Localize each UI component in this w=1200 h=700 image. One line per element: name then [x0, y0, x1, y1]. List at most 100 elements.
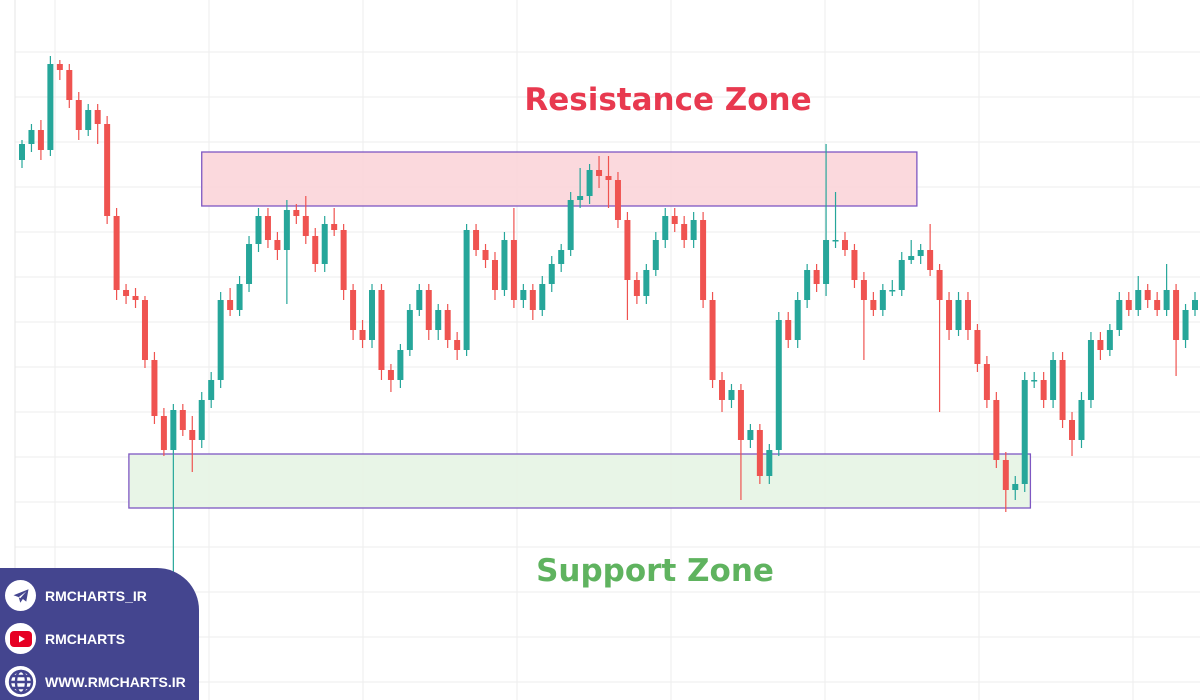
candle	[312, 228, 319, 272]
candle-body	[47, 64, 54, 150]
candle-body	[567, 200, 574, 250]
candle-body	[917, 250, 924, 256]
candle-body	[397, 350, 404, 380]
candle-body	[813, 270, 820, 284]
candle-body	[1097, 340, 1104, 350]
candle	[577, 168, 584, 208]
candle-body	[75, 100, 82, 130]
candle	[889, 280, 896, 296]
candle-body	[794, 300, 801, 340]
candle-body	[851, 250, 858, 280]
candle	[719, 372, 726, 412]
website-link[interactable]: WWW.RMCHARTS.IR	[5, 666, 186, 697]
candle-body	[1012, 484, 1019, 490]
candle-body	[1002, 460, 1009, 490]
candle	[160, 408, 167, 456]
candle-body	[425, 290, 432, 330]
candle	[28, 124, 35, 152]
candle-body	[596, 170, 603, 176]
candle	[785, 312, 792, 348]
candle-body	[747, 430, 754, 440]
candle	[1012, 476, 1019, 500]
candle-body	[936, 270, 943, 300]
candle	[794, 292, 801, 348]
candle-body	[208, 380, 215, 400]
candle-body	[1173, 290, 1180, 340]
candle-body	[737, 390, 744, 440]
candle	[255, 208, 262, 252]
candle	[132, 288, 139, 308]
candle	[1173, 284, 1180, 376]
candle-body	[85, 110, 92, 130]
candle-body	[529, 290, 536, 310]
candle	[359, 320, 366, 348]
candle	[397, 344, 404, 388]
candle-body	[454, 340, 461, 350]
candle	[510, 208, 517, 308]
candle-body	[539, 284, 546, 310]
candle	[1040, 372, 1047, 408]
candle	[851, 244, 858, 288]
candle-body	[1144, 290, 1151, 300]
zones	[128, 151, 1032, 509]
candles	[19, 56, 1198, 648]
youtube-link[interactable]: RMCHARTS	[5, 623, 125, 654]
candle	[321, 216, 328, 272]
candle-body	[614, 180, 621, 220]
candle	[1087, 332, 1094, 408]
candle-body	[359, 330, 366, 340]
candle	[179, 404, 186, 436]
candle-body	[293, 210, 300, 216]
candle-body	[37, 130, 44, 150]
candle-body	[823, 240, 830, 284]
candle-body	[236, 284, 243, 310]
candle	[700, 212, 707, 308]
candle	[94, 104, 101, 144]
candle-body	[473, 230, 480, 250]
telegram-link[interactable]: RMCHARTS_IR	[5, 580, 147, 611]
candle	[302, 196, 309, 244]
candle	[813, 264, 820, 292]
candle	[246, 236, 253, 292]
candle	[1106, 324, 1113, 356]
candle-body	[709, 300, 716, 380]
candle-body	[302, 216, 309, 236]
candle-body	[160, 416, 167, 450]
candle-body	[387, 370, 394, 380]
candle	[728, 384, 735, 408]
candle-body	[246, 244, 253, 284]
candle	[416, 284, 423, 316]
candle	[425, 284, 432, 340]
candle	[406, 304, 413, 356]
candle-body	[1125, 300, 1132, 310]
candle-body	[728, 390, 735, 400]
candle-body	[321, 224, 328, 264]
candle	[1078, 392, 1085, 448]
candle	[56, 60, 63, 80]
candle-body	[1135, 290, 1142, 310]
candle-body	[113, 216, 120, 290]
candle	[331, 208, 338, 236]
candle-body	[1078, 400, 1085, 440]
candle	[369, 284, 376, 348]
candle	[66, 64, 73, 108]
candle-body	[775, 320, 782, 450]
candle	[198, 392, 205, 448]
candle	[444, 304, 451, 348]
resistance-zone-label: Resistance Zone	[524, 82, 812, 118]
candle-body	[94, 110, 101, 124]
candle-body	[832, 240, 839, 242]
candle-body	[435, 310, 442, 330]
candle	[671, 208, 678, 232]
candle	[586, 164, 593, 204]
candle	[463, 224, 470, 356]
candle	[908, 240, 915, 264]
candle	[123, 284, 130, 304]
candle-body	[141, 300, 148, 360]
candle-body	[189, 430, 196, 440]
candle-body	[198, 400, 205, 440]
candle	[473, 224, 480, 256]
candle	[1192, 292, 1198, 316]
candle	[482, 244, 489, 268]
